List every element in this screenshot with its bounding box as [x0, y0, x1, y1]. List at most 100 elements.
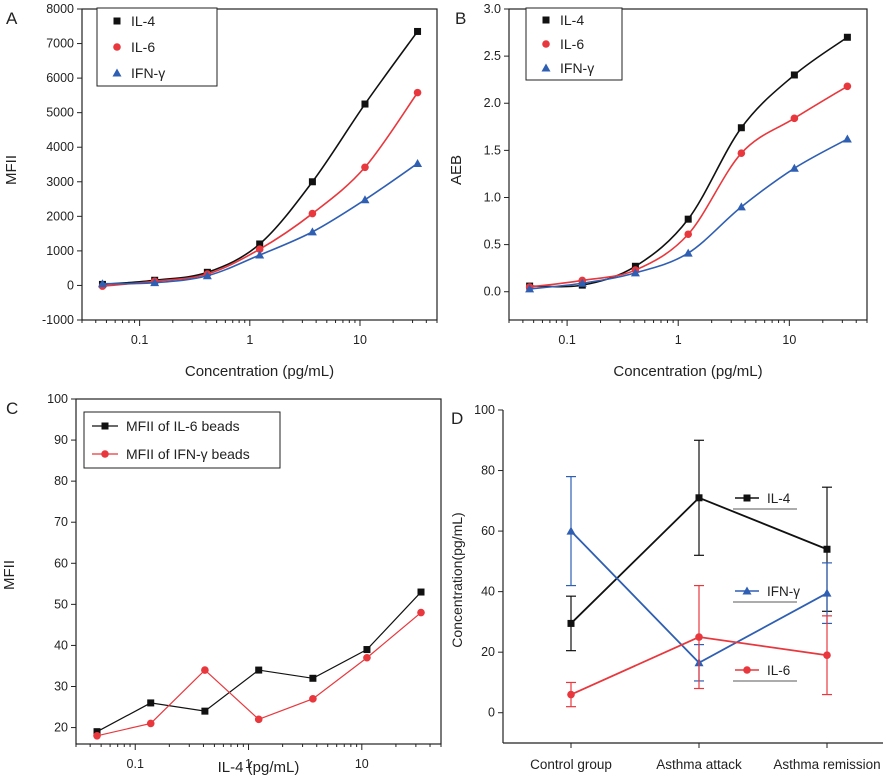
data-point [417, 588, 425, 596]
fit-curve [529, 85, 848, 288]
x-tick-label: 0.1 [127, 757, 144, 771]
inline-legend: IL-4 [733, 491, 797, 510]
legend-marker [113, 17, 121, 25]
data-point [414, 27, 422, 35]
data-point [309, 695, 317, 703]
x-axis-label: Concentration (pg/mL) [185, 363, 334, 380]
data-point [363, 646, 371, 654]
panel-label: A [6, 9, 18, 28]
series-il-6 [98, 88, 422, 290]
data-point [413, 158, 423, 167]
y-tick-label: 20 [54, 721, 68, 735]
inline-legend: IFN-γ [733, 584, 800, 603]
y-tick-label: 0 [488, 706, 495, 720]
data-point [843, 82, 852, 91]
data-point [97, 279, 107, 288]
series-ifn- [525, 134, 852, 293]
legend: MFII of IL-6 beads MFII of IFN-γ beads [83, 411, 281, 469]
y-tick-label: 40 [54, 638, 68, 652]
data-point [150, 278, 160, 287]
series-mfii-of-il-6-beads [93, 588, 425, 736]
y-tick-label: 50 [54, 597, 68, 611]
y-tick-label: 30 [54, 680, 68, 694]
y-axis-label: MFII [1, 560, 18, 590]
legend-label: IL-6 [131, 39, 155, 55]
data-point [255, 250, 265, 259]
plot-frame [75, 398, 442, 745]
data-point [577, 278, 587, 287]
y-axis-label: AEB [448, 155, 465, 185]
y-tick-label: 2000 [46, 209, 74, 223]
legend-marker [542, 40, 550, 48]
x-tick-label: 0.1 [558, 333, 575, 347]
panel-c: C 20 30 40 50 60 70 80 90 100 0.1 1 10 IL-4 (pg/mL) MF… [1, 392, 442, 776]
data-point [307, 227, 317, 236]
data-point [695, 494, 703, 502]
y-tick-label: 8000 [46, 2, 74, 16]
legend-frame [525, 7, 623, 81]
data-point [567, 690, 575, 699]
data-point [417, 608, 425, 617]
data-point [413, 88, 422, 97]
data-point [684, 230, 693, 239]
legend-label: MFII of IL-6 beads [126, 418, 240, 434]
data-point [737, 124, 745, 132]
data-point [360, 195, 370, 204]
legend-label: IFN-γ [131, 65, 165, 81]
y-tick-label: -1000 [42, 313, 74, 327]
y-tick-label: 80 [481, 464, 495, 478]
data-point [201, 707, 209, 715]
plot-frame [81, 8, 438, 321]
y-tick-label: 1000 [46, 244, 74, 258]
data-point [737, 149, 746, 157]
panel-label: C [6, 399, 18, 418]
legend-label: IFN-γ [767, 584, 800, 599]
legend-marker [101, 450, 109, 458]
data-point [695, 633, 703, 641]
data-point [823, 545, 831, 553]
x-axis-label: IL-4 (pg/mL) [218, 759, 300, 776]
y-tick-label: 60 [54, 556, 68, 570]
y-tick-label: 3000 [46, 175, 74, 189]
legend-marker [542, 16, 550, 24]
legend-marker [541, 63, 551, 72]
series-mfii-of-ifn-beads [93, 608, 425, 740]
y-tick-label: 100 [474, 403, 495, 417]
x-tick-label: 10 [353, 333, 367, 347]
y-tick-label: 40 [481, 585, 495, 599]
y-tick-label: 20 [481, 645, 495, 659]
data-point [255, 245, 264, 253]
x-tick-label: 1 [675, 333, 682, 347]
y-tick-label: 0 [67, 278, 74, 292]
x-tick-label: 0.1 [131, 333, 148, 347]
data-point [147, 699, 155, 707]
data-point [201, 666, 209, 674]
x-category-label: Control group [530, 757, 612, 772]
legend: IL-4 IL-6 IFN-γ [525, 7, 623, 81]
panel-d: D 0 20 40 60 80 100 Control group Asthma attack A… [449, 403, 883, 772]
y-tick-label: 6000 [46, 71, 74, 85]
y-axis-label: Concentration(pg/mL) [449, 512, 465, 647]
legend-label: IFN-γ [560, 60, 594, 76]
data-point [361, 163, 369, 172]
legend: IL-4 IL-6 IFN-γ [96, 7, 218, 87]
y-tick-label: 5000 [46, 106, 74, 120]
legend-label: IL-6 [560, 36, 584, 52]
y-tick-label: 2.0 [484, 96, 501, 110]
legend-label: IL-4 [560, 12, 584, 28]
panel-label: B [455, 9, 466, 28]
data-point [525, 284, 535, 293]
fit-curve [529, 138, 848, 290]
x-tick-label: 1 [246, 333, 253, 347]
data-point [822, 588, 832, 597]
data-point [842, 134, 852, 143]
data-point [309, 674, 317, 682]
y-tick-label: 4000 [46, 140, 74, 154]
y-tick-label: 80 [54, 474, 68, 488]
legend-marker [101, 422, 109, 430]
data-point [93, 728, 101, 736]
data-point [790, 114, 799, 123]
y-tick-label: 3.0 [484, 2, 501, 16]
data-point [684, 215, 692, 223]
legend-frame [83, 411, 281, 469]
